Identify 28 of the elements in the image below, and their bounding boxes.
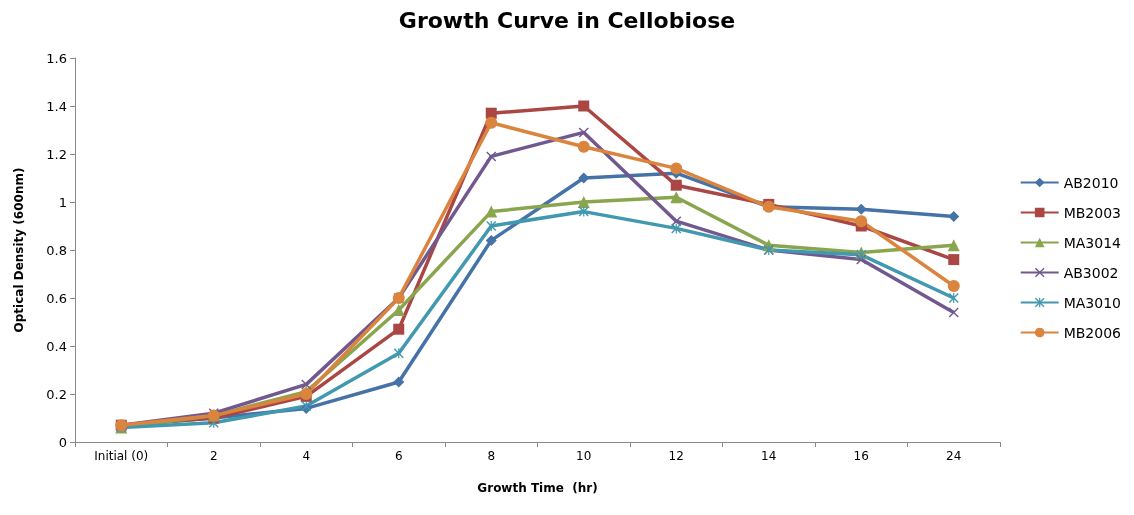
x-tick-label: 8 xyxy=(487,449,496,463)
x-tick-label: 10 xyxy=(576,449,592,463)
y-tick-label: 0.6 xyxy=(46,290,67,306)
y-tick-label: 1.2 xyxy=(46,146,67,162)
legend-label: AB2010 xyxy=(1063,174,1119,191)
y-tick-label: 1.6 xyxy=(46,50,67,66)
legend-label: AB3002 xyxy=(1063,264,1119,281)
x-tick-label: 4 xyxy=(302,449,311,463)
x-tick-label: 6 xyxy=(394,449,403,463)
x-axis-title: Growth Time (hr) xyxy=(477,481,598,495)
y-tick-label: 0.2 xyxy=(46,386,67,402)
x-tick-label: 12 xyxy=(668,449,684,463)
legend-label: MB2003 xyxy=(1063,204,1121,221)
y-axis-title: Optical Density (600nm) xyxy=(12,167,26,333)
chart-title: Growth Curve in Cellobiose xyxy=(398,7,736,33)
legend-label: MA3014 xyxy=(1063,234,1122,251)
x-tick-label: Initial (0) xyxy=(94,449,149,463)
y-tick-label: 0.4 xyxy=(46,338,67,354)
legend-label: MB2006 xyxy=(1063,324,1122,341)
x-tick-label: 2 xyxy=(209,449,218,463)
y-tick-label: 1.4 xyxy=(46,98,67,114)
x-tick-label: 16 xyxy=(853,449,869,463)
y-tick-label: 1 xyxy=(58,194,67,210)
y-tick-label: 0.8 xyxy=(46,242,67,258)
x-tick-label: 24 xyxy=(946,449,962,463)
legend-label: MA3010 xyxy=(1063,294,1121,311)
y-tick-label: 0 xyxy=(58,434,67,450)
x-tick-label: 14 xyxy=(761,449,777,463)
